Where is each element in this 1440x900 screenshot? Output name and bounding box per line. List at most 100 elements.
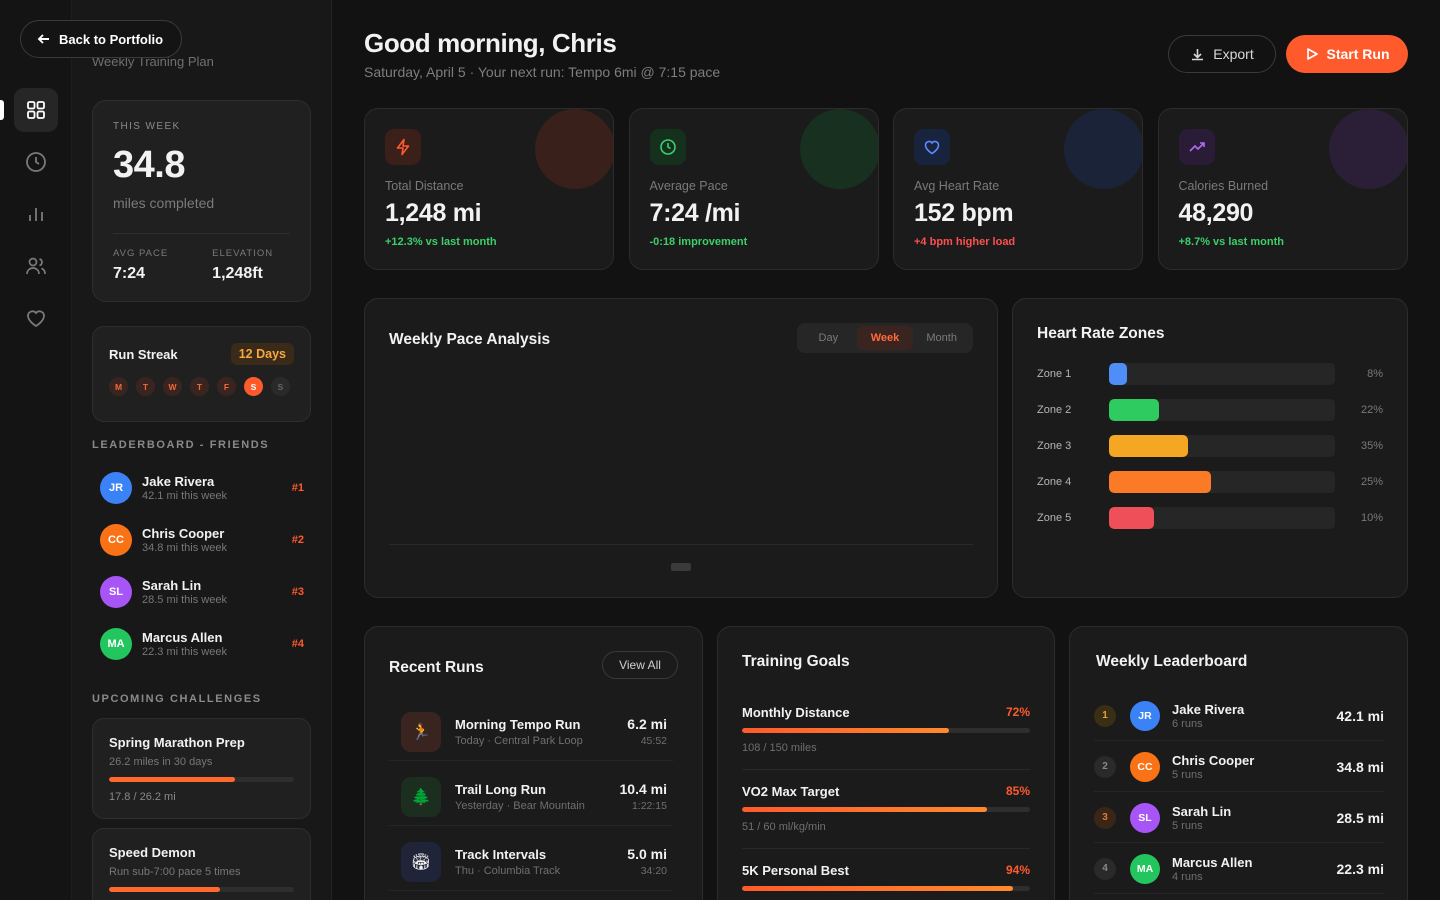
zone-label: Zone 4 (1037, 476, 1072, 488)
goal-divider (742, 848, 1030, 849)
back-to-portfolio-label: Back to Portfolio (59, 31, 164, 47)
training-goals-panel: Training Goals Monthly Distance 72% 108 / … (717, 626, 1055, 900)
rail-item-friends[interactable] (14, 244, 58, 288)
friend-row[interactable]: CC Chris Cooper 34.8 mi this week #2 (100, 522, 304, 558)
friend-rank: #1 (291, 482, 304, 494)
rail-item-dashboard[interactable] (14, 88, 58, 132)
tree-icon: 🌲 (401, 776, 441, 817)
tab-month[interactable]: Month (926, 332, 957, 344)
avg-pace-value: 7:24 (113, 265, 146, 282)
rail-item-history[interactable] (14, 140, 58, 184)
stat-value: 48,290 (1178, 199, 1254, 227)
run-location: Yesterday · Bear Mountain (455, 799, 585, 812)
friend-row[interactable]: SL Sarah Lin 28.5 mi this week #3 (100, 574, 304, 610)
zone-bar-fill (1109, 363, 1128, 385)
run-title: Track Intervals (455, 846, 547, 862)
elevation-value: 1,248ft (212, 265, 263, 282)
rank-badge: 1 (1094, 704, 1116, 727)
run-distance: 10.4 mi (619, 781, 667, 797)
goal-progress-fill (742, 728, 950, 733)
friend-weekly-miles: 28.5 mi this week (142, 594, 227, 606)
this-week-sub: miles completed (113, 195, 215, 211)
weekly-leaderboard-title: Weekly Leaderboard (1096, 653, 1248, 670)
bar-chart-icon (29, 208, 43, 221)
back-to-portfolio-button[interactable]: Back to Portfolio (20, 20, 183, 58)
this-week-divider (113, 233, 290, 234)
stadium-icon: 🏟 (401, 841, 441, 882)
lightning-icon (385, 129, 421, 165)
leaderboard-miles: 22.3 mi (1336, 860, 1384, 877)
rank-badge: 2 (1094, 755, 1116, 778)
start-run-button[interactable]: Start Run (1286, 35, 1408, 73)
goal-detail: 51 / 60 ml/kg/min (742, 821, 826, 833)
zone-bar-fill (1109, 435, 1189, 457)
heart-rate-zones-title: Heart Rate Zones (1037, 325, 1165, 342)
view-all-button[interactable]: View All (602, 651, 678, 679)
trending-up-icon (1178, 129, 1215, 165)
run-streak-title: Run Streak (109, 346, 178, 362)
page-subtitle: Saturday, April 5 · Your next run: Tempo… (364, 64, 721, 80)
weekly-pace-panel: Weekly Pace Analysis Day Week Month (364, 298, 998, 598)
zone-label: Zone 1 (1037, 368, 1072, 380)
leaderboard-name: Jake Rivera (1172, 701, 1245, 717)
leaderboard-row[interactable]: 4 MA Marcus Allen 4 runs 22.3 mi (1094, 844, 1384, 894)
heart-rate-zones-panel: Heart Rate Zones Zone 1 8% Zone 2 22% Zone 3… (1012, 298, 1408, 598)
friend-name: Chris Cooper (142, 526, 225, 541)
avatar: MA (100, 628, 132, 660)
friend-rank: #4 (291, 638, 304, 650)
this-week-caption: THIS WEEK (113, 121, 181, 132)
avatar: SL (1130, 802, 1160, 833)
arrow-left-icon (37, 34, 49, 44)
friend-row[interactable]: MA Marcus Allen 22.3 mi this week #4 (100, 626, 304, 662)
tab-week[interactable]: Week (856, 326, 914, 350)
run-duration: 45:52 (640, 735, 667, 747)
friend-name: Jake Rivera (142, 474, 215, 489)
friend-weekly-miles: 34.8 mi this week (142, 542, 227, 554)
training-goals-title: Training Goals (742, 653, 850, 670)
zone-label: Zone 5 (1037, 512, 1072, 524)
run-row[interactable]: 🏃 Morning Tempo Run Today · Central Park L… (389, 703, 673, 761)
challenge-description: 26.2 miles in 30 days (109, 756, 213, 768)
streak-day: W (163, 377, 182, 396)
runner-icon: 🏃 (401, 711, 441, 752)
stat-card: Avg Heart Rate 152 bpm +4 bpm higher load (893, 108, 1143, 270)
zone-bar-fill (1109, 507, 1155, 529)
rail-item-health[interactable] (14, 296, 58, 340)
zone-row: Zone 2 22% (1037, 399, 1383, 421)
run-duration: 1:22:15 (631, 800, 667, 812)
friend-rank: #2 (291, 534, 304, 546)
export-label: Export (1213, 46, 1254, 62)
streak-day: S (271, 377, 290, 396)
leaderboard-runs: 5 runs (1172, 768, 1203, 781)
run-location: Thu · Columbia Track (455, 864, 561, 877)
stat-card: Total Distance 1,248 mi +12.3% vs last mon… (364, 108, 614, 270)
run-row[interactable]: 🌲 Trail Long Run Yesterday · Bear Mountain… (389, 768, 673, 826)
leaderboard-row[interactable]: 2 CC Chris Cooper 5 runs 34.8 mi (1094, 742, 1384, 792)
pace-range-tabs: Day Week Month (797, 323, 973, 353)
zone-label: Zone 2 (1037, 404, 1072, 416)
tab-day[interactable]: Day (818, 332, 839, 344)
streak-day: T (136, 377, 155, 396)
avg-pace-caption: AVG PACE (113, 248, 169, 259)
leaderboard-row[interactable]: 1 JR Jake Rivera 6 runs 42.1 mi (1094, 691, 1384, 741)
challenge-progress-fill (109, 777, 235, 782)
leaderboard-runs: 6 runs (1172, 717, 1203, 730)
export-button[interactable]: Export (1168, 35, 1276, 73)
zone-bar-track (1109, 363, 1335, 385)
rail-item-stats[interactable] (14, 192, 58, 236)
friend-rank: #3 (291, 586, 304, 598)
goal-progress-fill (742, 886, 1013, 891)
leaderboard-row[interactable]: 3 SL Sarah Lin 5 runs 28.5 mi (1094, 793, 1384, 843)
goal-divider (742, 769, 1030, 770)
friend-row[interactable]: JR Jake Rivera 42.1 mi this week #1 (100, 470, 304, 506)
zone-bar-fill (1109, 399, 1159, 421)
avatar: JR (100, 472, 132, 504)
challenge-card[interactable]: Speed Demon Run sub-7:00 pace 5 times (92, 828, 311, 900)
zone-row: Zone 3 35% (1037, 435, 1383, 457)
avatar: JR (1130, 700, 1160, 731)
run-row[interactable]: 🏟 Track Intervals Thu · Columbia Track 5.0 … (389, 833, 673, 891)
run-title: Trail Long Run (455, 781, 546, 797)
avatar: CC (100, 524, 132, 556)
challenge-card[interactable]: Spring Marathon Prep 26.2 miles in 30 day… (92, 718, 311, 819)
